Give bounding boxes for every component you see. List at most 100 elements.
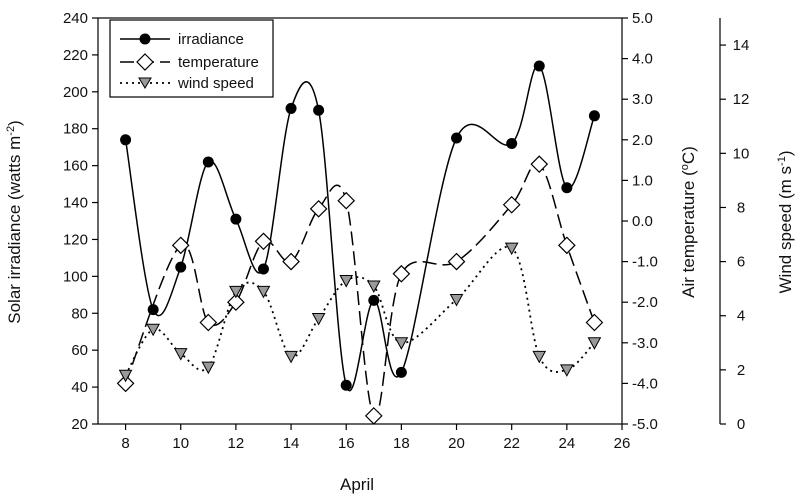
point-wind-speed: [311, 312, 326, 326]
right2-tick-label: 6: [737, 254, 745, 271]
left-tick-label: 140: [63, 195, 88, 212]
right1-tick-label: 4.0: [632, 51, 653, 68]
x-tick-label: 14: [283, 435, 300, 452]
legend-item-temperature: temperature: [120, 53, 259, 71]
right2-tick-label: 4: [737, 308, 745, 325]
right1-tick-label: 0.0: [632, 213, 653, 230]
point-irradiance: [451, 132, 463, 144]
right1-tick-label: 1.0: [632, 172, 653, 189]
point-wind-speed: [532, 350, 547, 364]
series-line-temperature: [124, 162, 596, 418]
left-axis-title: Solar irradiance (watts m-2): [5, 120, 24, 323]
right2-tick-label: 10: [733, 145, 750, 162]
left-tick-label: 160: [63, 158, 88, 175]
point-irradiance: [147, 304, 159, 316]
point-wind-speed: [118, 369, 133, 383]
point-temperature: [227, 293, 245, 312]
point-temperature: [530, 155, 549, 174]
point-wind-speed: [229, 285, 243, 299]
point-wind-speed: [284, 350, 298, 364]
x-tick-label: 10: [172, 435, 189, 452]
left-tick-label: 80: [71, 305, 88, 322]
point-temperature: [364, 407, 383, 425]
point-wind-speed: [339, 275, 354, 288]
point-temperature: [309, 199, 328, 218]
point-wind-speed: [504, 242, 519, 256]
point-temperature: [585, 313, 604, 332]
point-temperature: [254, 232, 273, 251]
legend-marker-wind-speed: [138, 77, 152, 89]
legend-marker-irradiance: [139, 33, 151, 45]
point-irradiance: [257, 263, 269, 275]
x-tick-label: 16: [338, 435, 355, 452]
left-tick-label: 220: [63, 47, 88, 64]
point-wind-speed: [146, 323, 161, 337]
legend-label-wind-speed: wind speed: [177, 75, 254, 92]
right1-tick-label: 2.0: [632, 132, 653, 149]
left-tick-label: 120: [63, 231, 88, 248]
point-irradiance: [340, 379, 352, 391]
left-tick-label: 60: [71, 342, 88, 359]
left-tick-label: 180: [63, 121, 88, 138]
axes-layer: 8 10 12 14 16 18 20 22 24 26204060801001201401601…: [63, 10, 749, 452]
right1-tick-label: -4.0: [632, 375, 658, 392]
point-irradiance: [395, 366, 407, 378]
x-tick-label: 20: [448, 435, 465, 452]
point-wind-speed: [173, 348, 188, 361]
right2-axis-title-sup: -1: [776, 156, 788, 166]
right2-tick-label: 8: [737, 199, 745, 216]
legend: irradiance temperature wind speed: [109, 19, 274, 98]
legend-item-wind-speed: wind speed: [120, 75, 254, 92]
point-irradiance: [506, 137, 518, 149]
point-irradiance: [533, 60, 545, 72]
point-wind-speed: [366, 280, 381, 294]
right1-axis-title: Air temperature (oC): [679, 146, 698, 298]
point-irradiance: [313, 104, 325, 116]
point-irradiance: [285, 102, 297, 114]
right1-tick-label: -5.0: [632, 416, 658, 433]
legend-item-irradiance: irradiance: [120, 31, 244, 48]
right1-tick-label: -2.0: [632, 294, 658, 311]
left-tick-label: 100: [63, 268, 88, 285]
point-temperature: [171, 236, 190, 255]
point-temperature: [199, 313, 218, 332]
point-irradiance: [230, 213, 242, 225]
point-irradiance: [202, 156, 214, 168]
point-wind-speed: [449, 293, 464, 307]
series-line-irradiance: [124, 65, 596, 392]
right2-tick-label: 14: [733, 37, 750, 54]
series-layer: [116, 60, 604, 425]
legend-box: [109, 19, 274, 98]
point-temperature: [447, 252, 466, 271]
right1-axis-title-sup: o: [679, 164, 691, 170]
point-irradiance: [175, 261, 187, 273]
left-tick-label: 20: [71, 416, 88, 433]
right1-tick-label: -1.0: [632, 254, 658, 271]
point-temperature: [502, 195, 521, 214]
right2-axis-title: Wind speed (m s-1): [776, 151, 795, 294]
point-irradiance: [368, 294, 380, 306]
point-temperature: [282, 252, 300, 271]
right1-tick-label: 5.0: [632, 10, 653, 27]
right1-tick-label: -3.0: [632, 335, 658, 352]
point-temperature: [392, 264, 411, 283]
point-irradiance: [561, 182, 573, 194]
legend-label-temperature: temperature: [178, 54, 259, 71]
left-tick-label: 200: [63, 84, 88, 101]
legend-label-irradiance: irradiance: [178, 31, 244, 48]
legend-marker-temperature: [136, 53, 154, 71]
point-wind-speed: [587, 337, 602, 350]
point-irradiance: [120, 134, 132, 146]
right2-tick-label: 0: [737, 416, 745, 433]
x-tick-label: 18: [393, 435, 410, 452]
point-temperature: [116, 374, 135, 393]
x-tick-label: 24: [558, 435, 575, 452]
x-tick-label: 12: [228, 435, 245, 452]
point-temperature: [337, 191, 356, 210]
x-axis-title: April: [340, 475, 374, 494]
right1-tick-label: 3.0: [632, 91, 653, 108]
point-wind-speed: [201, 361, 216, 375]
x-tick-label: 8: [121, 435, 129, 452]
point-temperature: [557, 236, 576, 255]
